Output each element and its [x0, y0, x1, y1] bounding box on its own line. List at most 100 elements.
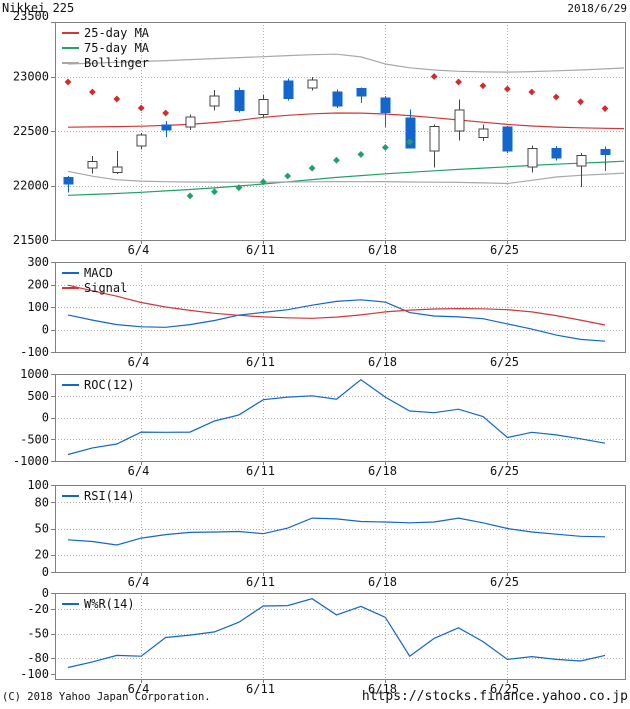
svg-text:6/18: 6/18: [368, 464, 397, 478]
legend-item: W%R(14): [62, 597, 135, 611]
overlay-75-day-ma: [67, 160, 625, 196]
candle: [307, 77, 318, 91]
svg-text:-1000: -1000: [13, 454, 49, 468]
legend-panel-rsi: RSI(14): [62, 489, 135, 503]
y-axis-labels: 23500 23000 22500 22000 21500: [13, 9, 55, 247]
overlay-25-day-ma: [67, 112, 625, 130]
svg-text:6/4: 6/4: [128, 575, 150, 589]
svg-text:6/18: 6/18: [368, 355, 397, 369]
source-url: https://stocks.finance.yahoo.co.jp: [361, 689, 628, 704]
candle: [600, 146, 611, 172]
svg-text:W%R(14): W%R(14): [84, 597, 135, 611]
svg-text:6/4: 6/4: [128, 682, 150, 696]
chart-date: 2018/6/29: [567, 2, 627, 15]
gridlines: [55, 374, 625, 461]
candle: [478, 124, 489, 141]
y-axis-labels: 300 200 100 0 -100: [20, 255, 55, 359]
svg-text:200: 200: [27, 278, 49, 292]
y-axis-labels: 100 80 50 20 0: [27, 478, 55, 579]
svg-text:22500: 22500: [13, 124, 49, 138]
svg-text:6/18: 6/18: [368, 575, 397, 589]
sar-above-diamonds: [64, 73, 609, 117]
svg-text:6/11: 6/11: [246, 682, 275, 696]
y-axis-labels: 1000 500 0 -500 -1000: [13, 367, 55, 468]
svg-text:Signal: Signal: [84, 281, 127, 295]
candle: [161, 121, 172, 137]
svg-text:6/25: 6/25: [490, 682, 519, 696]
candle: [454, 99, 465, 141]
legend-panel-wr: W%R(14): [62, 597, 135, 611]
candle: [332, 89, 343, 109]
candle: [527, 145, 538, 173]
gridlines: [55, 485, 625, 572]
series-w-r-14-: [67, 598, 606, 669]
svg-text:50: 50: [35, 522, 49, 536]
x-axis-labels: 6/4 6/11 6/18 6/25: [128, 240, 519, 257]
series-signal: [67, 284, 606, 326]
svg-text:80: 80: [35, 495, 49, 509]
svg-text:-80: -80: [27, 651, 49, 665]
panel-price: 23500 23000 22500 22000 21500 6/4 6/11 6/18 6/25…: [13, 9, 626, 257]
panel-wr: 0 -20 -50 -80 -100 6/4 6/11 6/18 6/25 W%R(14): [20, 586, 626, 696]
legend-item: MACD: [62, 266, 113, 280]
x-axis-labels: 6/4 6/11 6/18 6/25: [128, 352, 519, 369]
series-rsi-14-: [67, 517, 606, 546]
candle: [136, 133, 147, 150]
panel-border: [55, 485, 626, 573]
svg-text:-100: -100: [20, 345, 49, 359]
candle: [234, 87, 245, 113]
legend-item: 75-day MA: [62, 41, 150, 55]
svg-text:6/4: 6/4: [128, 464, 150, 478]
candle: [356, 87, 367, 104]
sar-below-diamonds: [186, 138, 414, 200]
x-axis-labels: 6/4 6/11 6/18 6/25: [128, 572, 519, 589]
svg-text:6/11: 6/11: [246, 355, 275, 369]
svg-text:6/18: 6/18: [368, 243, 397, 257]
legend-panel-roc: ROC(12): [62, 378, 135, 392]
panel-roc: 1000 500 0 -500 -1000 6/4 6/11 6/18 6/25 ROC(12): [13, 367, 626, 478]
series-roc-12-: [67, 378, 606, 456]
legend-item: 25-day MA: [62, 26, 150, 40]
candle: [502, 126, 513, 153]
candle: [576, 152, 587, 188]
svg-text:300: 300: [27, 255, 49, 269]
svg-text:6/18: 6/18: [368, 682, 397, 696]
gridlines: [55, 22, 625, 240]
svg-text:6/11: 6/11: [246, 575, 275, 589]
candle: [63, 176, 74, 193]
series-macd: [67, 299, 606, 342]
legend-item: RSI(14): [62, 489, 135, 503]
candle: [283, 78, 294, 101]
svg-text:Bollinger: Bollinger: [84, 56, 149, 70]
x-axis-labels: 6/4 6/11 6/18 6/25: [128, 679, 519, 696]
candle: [209, 90, 220, 111]
candle: [112, 151, 123, 175]
candle: [551, 146, 562, 161]
svg-text:23000: 23000: [13, 70, 49, 84]
svg-text:MACD: MACD: [84, 266, 113, 280]
svg-text:0: 0: [42, 411, 49, 425]
svg-text:20: 20: [35, 548, 49, 562]
panel-rsi: 100 80 50 20 0 6/4 6/11 6/18 6/25 RSI(14): [27, 478, 626, 589]
svg-text:22000: 22000: [13, 179, 49, 193]
legend-item: Bollinger: [62, 56, 149, 70]
panel-border: [55, 22, 626, 241]
y-axis-labels: 0 -20 -50 -80 -100: [20, 586, 55, 681]
candle: [429, 124, 440, 168]
gridlines: [55, 593, 625, 679]
overlay-bollinger-upper: [67, 53, 625, 73]
overlay-bollinger-lower: [67, 170, 625, 185]
candle: [185, 114, 196, 130]
gridlines: [55, 262, 625, 352]
svg-text:6/4: 6/4: [128, 355, 150, 369]
svg-text:-100: -100: [20, 667, 49, 681]
svg-text:25-day MA: 25-day MA: [84, 26, 150, 40]
svg-text:RSI(14): RSI(14): [84, 489, 135, 503]
svg-text:21500: 21500: [13, 233, 49, 247]
panel-border: [55, 593, 626, 680]
copyright-text: (C) 2018 Yahoo Japan Corporation.: [2, 691, 211, 703]
svg-text:1000: 1000: [20, 367, 49, 381]
svg-text:6/4: 6/4: [128, 243, 150, 257]
svg-text:6/25: 6/25: [490, 243, 519, 257]
